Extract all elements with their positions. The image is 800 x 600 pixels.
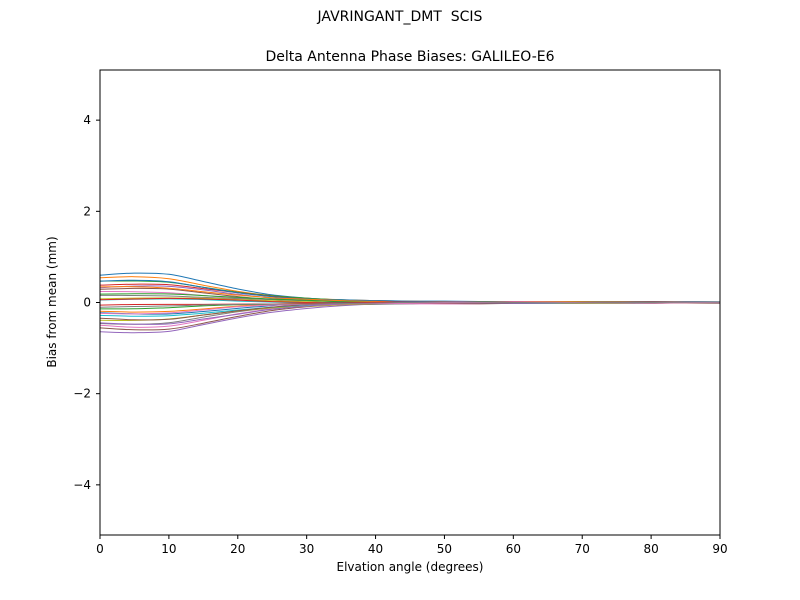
x-tick-label: 50 [437,542,452,556]
y-tick-label: 2 [83,204,91,218]
x-tick-label: 10 [161,542,176,556]
x-tick-label: 60 [506,542,521,556]
figure-title: JAVRINGANT_DMT SCIS [317,9,483,25]
axes-title: Delta Antenna Phase Biases: GALILEO-E6 [265,49,555,65]
x-tick-label: 40 [368,542,383,556]
series-line-s28 [99,301,721,308]
x-tick-label: 30 [299,542,314,556]
x-tick-label: 0 [96,542,104,556]
x-tick-label: 20 [230,542,245,556]
y-tick-label: −2 [73,387,91,401]
x-axis-label: Elvation angle (degrees) [336,560,484,574]
series-line-s04 [99,283,721,304]
y-tick-label: 0 [83,296,91,310]
y-tick-label: 4 [83,113,91,127]
x-tick-label: 70 [575,542,590,556]
series-line-s15 [99,302,721,334]
x-tick-label: 80 [643,542,658,556]
y-tick-label: −4 [73,478,91,492]
x-tick-label: 90 [712,542,727,556]
series-line-s25 [99,301,721,325]
